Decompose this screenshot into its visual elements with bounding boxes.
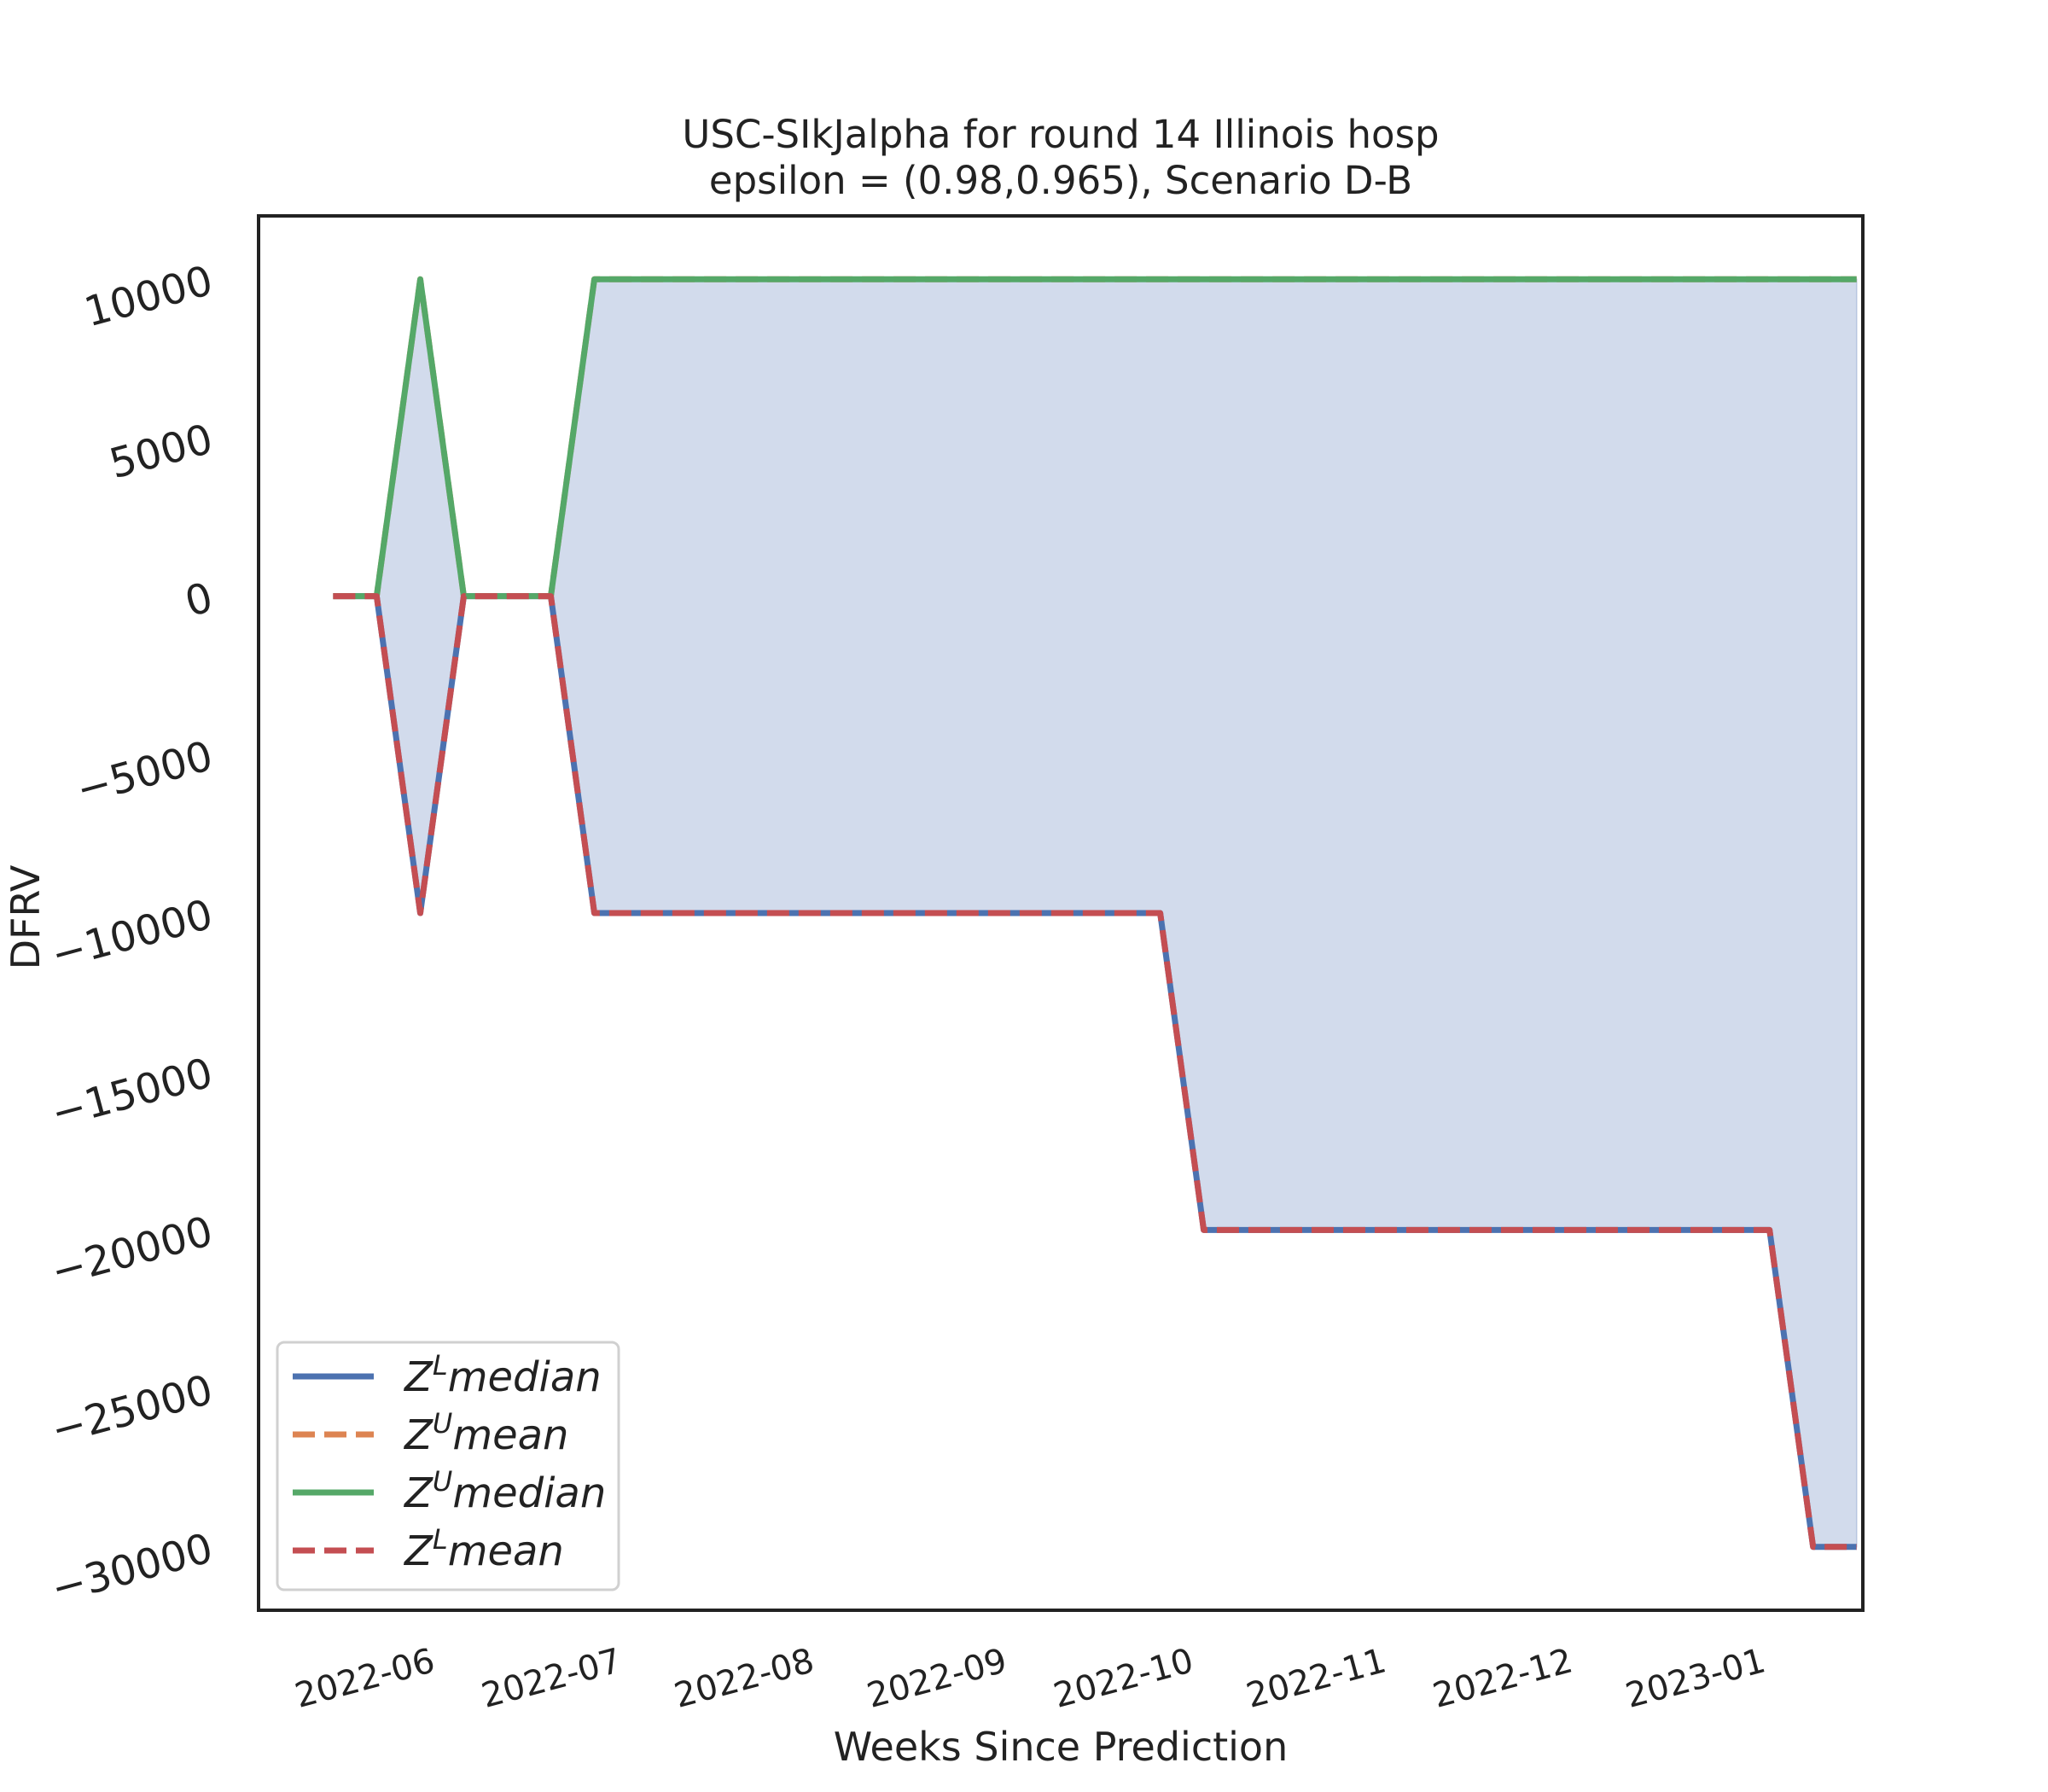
legend-label: ZLmedian	[403, 1349, 602, 1401]
x-tick-label: 2022-06	[291, 1641, 439, 1716]
legend-label-rest: mean	[448, 1527, 564, 1575]
x-axis-label: Weeks Since Prediction	[834, 1724, 1288, 1770]
x-tick-label: 2022-08	[670, 1641, 817, 1716]
y-tick-label: 0	[180, 573, 218, 626]
legend-label: ZUmedian	[403, 1465, 606, 1517]
legend-label-base: Z	[403, 1527, 433, 1575]
legend-box	[276, 1341, 620, 1591]
legend-label-sup: L	[433, 1349, 448, 1382]
x-tick-label: 2023-01	[1621, 1641, 1769, 1716]
chart-subtitle: epsilon = (0.98,0.965), Scenario D-B	[709, 158, 1412, 203]
chart-title: USC-SIkJalpha for round 14 Illinois hosp	[682, 112, 1439, 157]
x-tick-label: 2022-09	[863, 1641, 1010, 1716]
legend-label-base: Z	[403, 1411, 433, 1459]
legend-label-rest: median	[448, 1353, 602, 1401]
series-line-4	[333, 593, 1857, 1551]
legend-label-rest: median	[452, 1469, 606, 1517]
y-axis-label: DFRV	[3, 864, 49, 969]
legend-label: ZLmean	[403, 1523, 564, 1575]
y-tick-label: 5000	[105, 415, 218, 488]
y-tick-label: −30000	[46, 1524, 218, 1613]
y-tick-label: −20000	[46, 1207, 218, 1296]
legend-label-rest: mean	[452, 1411, 568, 1459]
x-tick-labels: 2022-06 2022-07 2022-08 2022-09 2022-10 2022-…	[291, 1641, 1770, 1716]
y-tick-label: −5000	[72, 732, 218, 814]
legend-label-base: Z	[403, 1469, 433, 1517]
legend-label-sup: L	[433, 1523, 448, 1556]
x-tick-label: 2022-07	[478, 1641, 625, 1716]
legend-label: ZUmean	[403, 1407, 568, 1459]
legend-label-sup: U	[433, 1407, 452, 1440]
plot-frame	[257, 214, 1865, 1612]
y-tick-label: −25000	[46, 1366, 218, 1455]
y-tick-labels: 10000 5000 0 −5000 −10000 −15000 −20000 −25000 −…	[46, 257, 218, 1613]
x-tick-label: 2022-11	[1242, 1641, 1390, 1716]
series-lines	[333, 276, 1857, 1551]
legend-label-base: Z	[403, 1353, 433, 1401]
legend-label-sup: U	[433, 1465, 452, 1498]
series-line-3	[333, 276, 1857, 600]
x-tick-label: 2022-12	[1428, 1641, 1576, 1716]
y-tick-label: 10000	[79, 257, 218, 337]
y-tick-label: −15000	[46, 1049, 218, 1137]
x-tick-label: 2022-10	[1050, 1641, 1197, 1716]
y-tick-label: −10000	[46, 890, 218, 979]
